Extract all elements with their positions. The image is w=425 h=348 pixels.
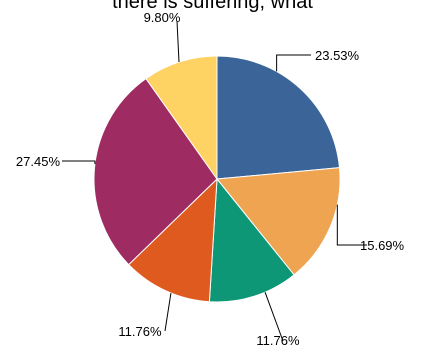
slice-label: 27.45% <box>16 154 61 169</box>
pie-slice <box>216 55 341 180</box>
slice-leader-line <box>176 20 180 63</box>
slice-leader-line <box>62 160 96 165</box>
slice-leader-line <box>264 292 284 342</box>
slice-label: 23.53% <box>315 48 360 63</box>
slice-leader-line <box>164 292 172 332</box>
slice-leader-line <box>336 204 367 246</box>
slice-label: 11.76% <box>256 333 300 348</box>
slice-leader-line <box>276 54 311 72</box>
pie-slice <box>145 55 218 181</box>
pie-slice <box>127 177 218 303</box>
slice-label: 9.80% <box>144 10 181 25</box>
slice-label: 15.69% <box>360 238 405 253</box>
chart-title: there is suffering, what <box>112 0 313 13</box>
slice-label: 11.76% <box>118 324 162 339</box>
pie-slice <box>208 177 295 303</box>
pie-slice <box>216 167 341 276</box>
pie-slice <box>93 77 218 266</box>
